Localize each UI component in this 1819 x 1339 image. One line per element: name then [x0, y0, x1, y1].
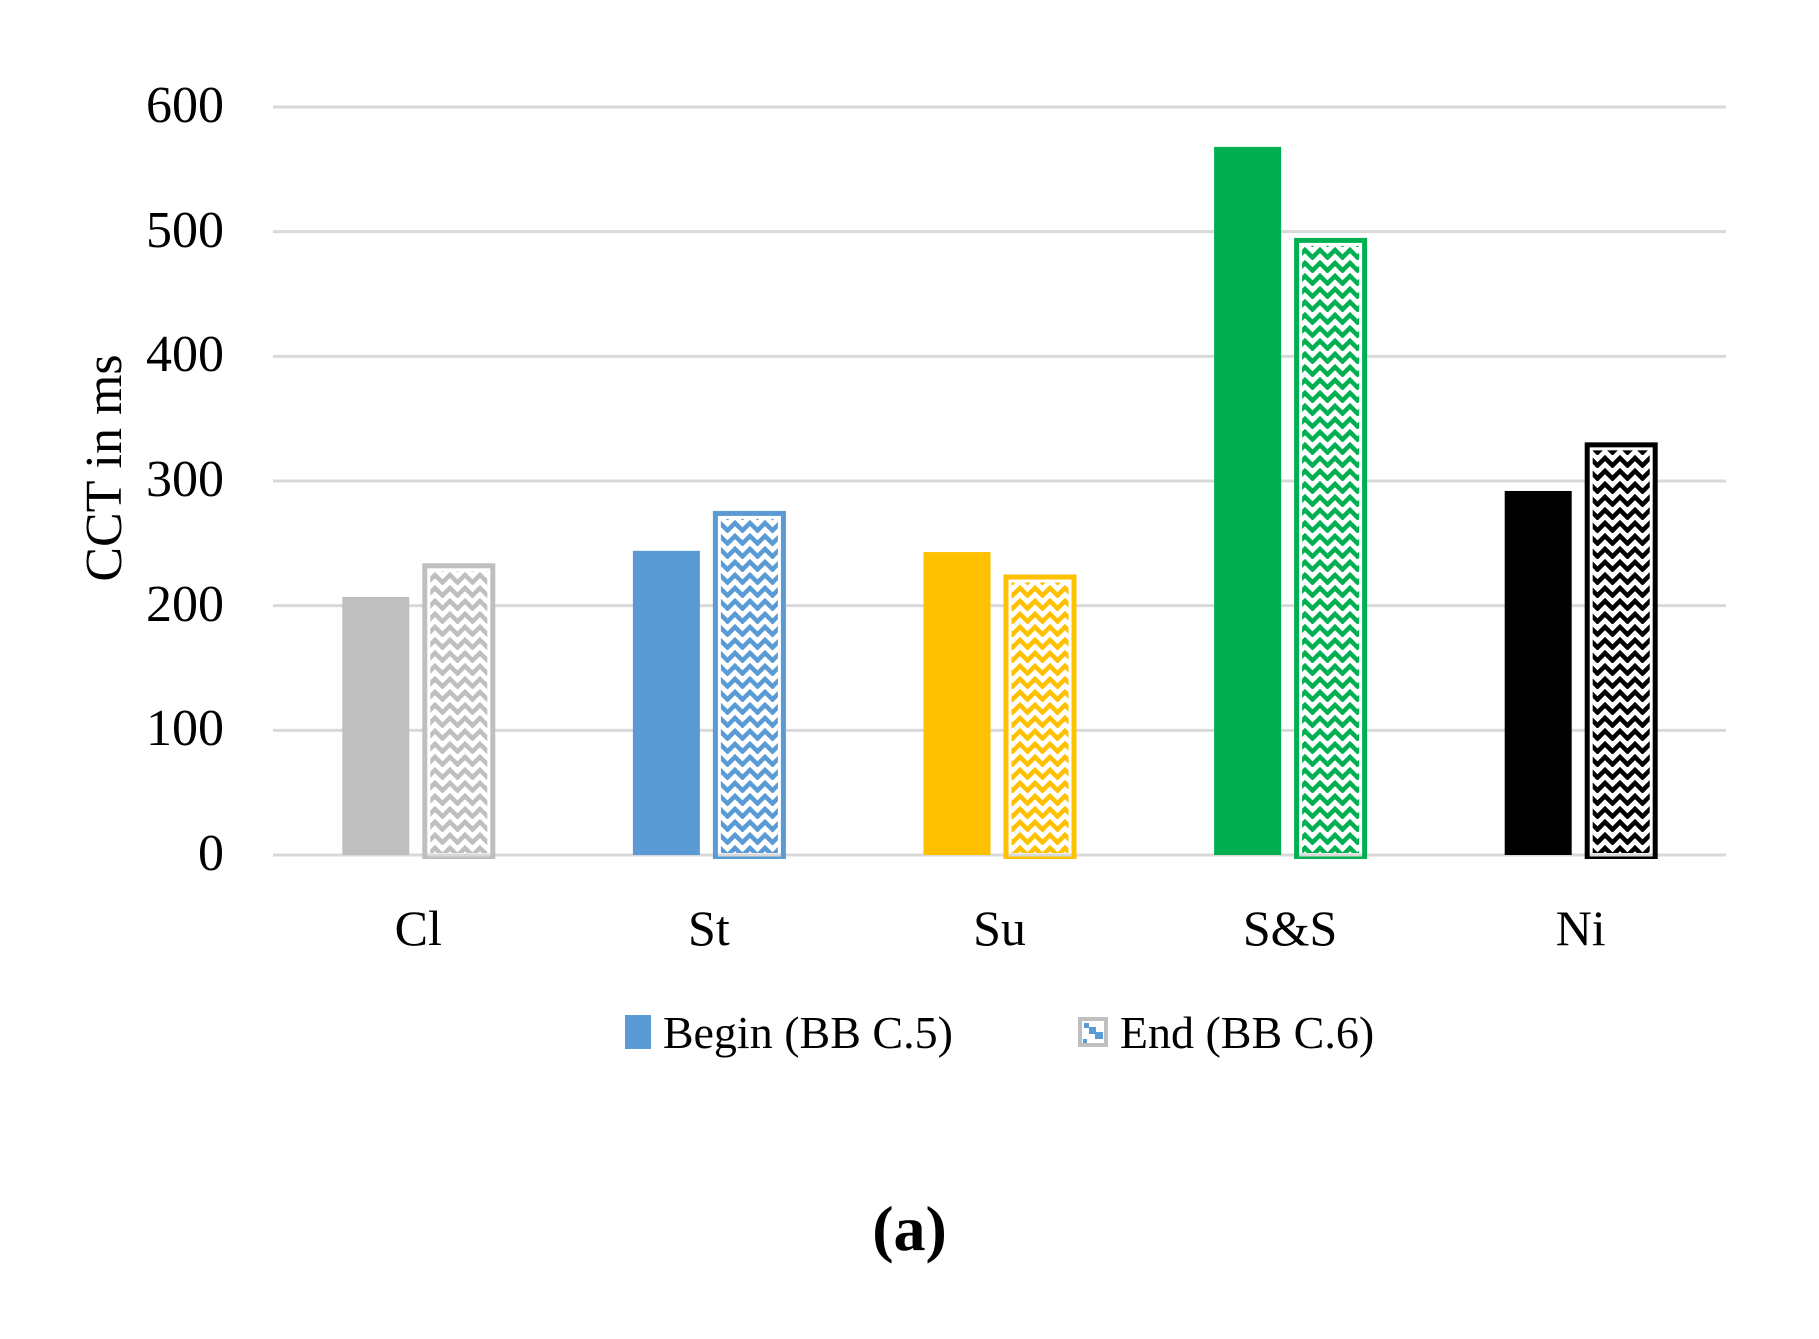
- y-tick-label: 100: [146, 700, 224, 758]
- figure-caption: (a): [872, 1193, 947, 1264]
- legend-item-end: End (BB C.6): [1077, 1006, 1375, 1059]
- legend-label-end: End (BB C.6): [1119, 1006, 1375, 1058]
- bar-begin: [923, 552, 991, 855]
- x-category-label: Su: [973, 900, 1026, 956]
- bar-end-pattern: [1011, 582, 1069, 853]
- x-category-label: Ni: [1555, 900, 1606, 956]
- y-tick-label: 200: [146, 575, 224, 633]
- bar-end-pattern: [1592, 450, 1650, 853]
- x-category-label: S&S: [1242, 900, 1338, 956]
- y-tick-label: 0: [198, 825, 224, 882]
- x-category-label: Cl: [394, 900, 442, 956]
- bar-begin: [1214, 146, 1282, 856]
- bar-begin: [632, 550, 700, 855]
- y-tick-label: 500: [146, 201, 224, 259]
- x-category-label: St: [688, 900, 730, 956]
- bar-end-pattern: [430, 571, 488, 853]
- y-tick-label: 600: [146, 77, 224, 134]
- legend-swatch-end-pattern-icon: [1077, 1017, 1108, 1047]
- legend: Begin (BB C.5) End (BB C.6): [273, 1002, 1726, 1062]
- bar-begin: [1504, 490, 1572, 855]
- y-tick-label: 400: [146, 326, 224, 384]
- bar-end-pattern: [1302, 245, 1360, 853]
- legend-swatch-begin-solid-icon: [624, 1015, 651, 1049]
- y-tick-label: 300: [146, 451, 224, 508]
- bar-begin: [342, 596, 410, 855]
- legend-label-begin: Begin (BB C.5): [662, 1006, 953, 1058]
- bar-end-pattern: [720, 518, 778, 853]
- legend-item-begin: Begin (BB C.5): [624, 1006, 953, 1059]
